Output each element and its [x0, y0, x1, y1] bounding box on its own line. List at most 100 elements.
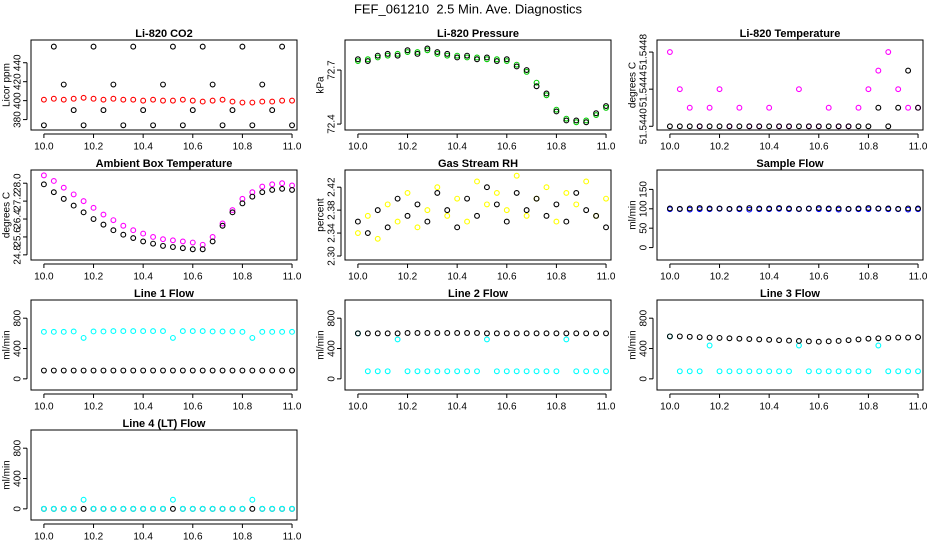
data-point [374, 207, 381, 214]
data-point [706, 342, 713, 349]
y-axis-label: kPa [316, 76, 327, 94]
data-point [474, 178, 480, 185]
data-point [523, 212, 530, 219]
data-point [523, 67, 530, 74]
data-point [895, 86, 902, 93]
x-tick-label: 11.0 [909, 272, 928, 283]
data-point [593, 112, 600, 119]
data-point [573, 119, 580, 126]
data-point [464, 218, 471, 225]
data-point [110, 217, 117, 224]
data-point [835, 205, 842, 212]
data-point [110, 227, 117, 234]
data-point [676, 205, 683, 212]
data-point [855, 123, 862, 130]
data-point [189, 107, 196, 114]
data-point [905, 104, 912, 111]
data-point [169, 334, 176, 341]
data-point [110, 95, 117, 102]
data-point [825, 368, 832, 375]
data-point [483, 54, 490, 61]
data-point [219, 367, 226, 374]
data-point [666, 123, 673, 130]
data-point [364, 230, 371, 237]
data-point [464, 368, 471, 375]
data-point [289, 328, 295, 335]
y-tick-label: 400 [13, 92, 24, 109]
data-point [523, 207, 530, 214]
data-point [394, 330, 401, 337]
data-point [189, 239, 196, 246]
x-tick-label: 10.8 [547, 272, 567, 283]
data-point [219, 222, 226, 229]
data-point [583, 207, 590, 214]
data-point [583, 119, 590, 126]
y-tick-label: 0 [13, 506, 24, 512]
plot-frame [344, 39, 612, 131]
data-point [100, 367, 107, 374]
data-point [885, 205, 892, 212]
data-point [563, 336, 570, 343]
data-point [474, 54, 480, 61]
data-point [189, 505, 196, 512]
data-point [553, 368, 560, 375]
data-point [269, 367, 276, 374]
data-point [229, 98, 236, 105]
data-point [209, 97, 216, 104]
data-point [259, 367, 266, 374]
data-point [444, 50, 451, 57]
data-point [766, 368, 773, 375]
data-point [855, 205, 862, 212]
data-point [493, 201, 500, 208]
y-tick-label: 26.4 [13, 209, 24, 229]
data-point [70, 328, 77, 335]
data-point [130, 367, 137, 374]
data-point [394, 52, 401, 59]
data-point [815, 338, 822, 345]
y-tick-label: 0 [327, 376, 338, 382]
x-tick-label: 10.2 [84, 142, 104, 153]
data-point [875, 104, 882, 111]
y-tick-label: 440 [13, 54, 24, 71]
data-point [706, 205, 713, 212]
data-point [434, 49, 441, 56]
data-point [726, 368, 733, 375]
data-point [513, 189, 520, 196]
data-point [70, 95, 77, 102]
data-point [543, 90, 550, 97]
data-point [726, 335, 733, 342]
data-point [40, 367, 47, 374]
data-point [130, 235, 137, 242]
y-axis-label: ml/min [628, 330, 639, 359]
data-point [766, 205, 773, 212]
data-point [686, 104, 693, 111]
data-point [150, 96, 157, 103]
x-tick-label: 10.2 [398, 272, 418, 283]
y-tick-label: 51.5444 [639, 71, 650, 108]
data-point [444, 207, 451, 214]
data-point [209, 367, 216, 374]
data-point [845, 205, 852, 212]
x-tick-label: 10.6 [809, 402, 829, 413]
data-point [706, 123, 713, 130]
data-point [513, 330, 520, 337]
data-point [583, 117, 590, 124]
data-point [533, 368, 540, 375]
x-tick-label: 10.4 [759, 142, 779, 153]
y-tick-label: 50 [639, 222, 650, 234]
data-point [454, 52, 461, 59]
data-point [835, 368, 842, 375]
y-tick-label: 800 [13, 439, 24, 456]
data-point [40, 505, 47, 512]
x-tick-label: 10.2 [84, 532, 104, 540]
data-point [259, 189, 266, 196]
data-point [696, 368, 703, 375]
data-point [269, 181, 276, 188]
data-point [815, 368, 822, 375]
data-point [140, 328, 147, 335]
data-point [140, 107, 147, 114]
data-point [354, 330, 361, 337]
data-point [179, 245, 186, 252]
data-point [454, 368, 461, 375]
